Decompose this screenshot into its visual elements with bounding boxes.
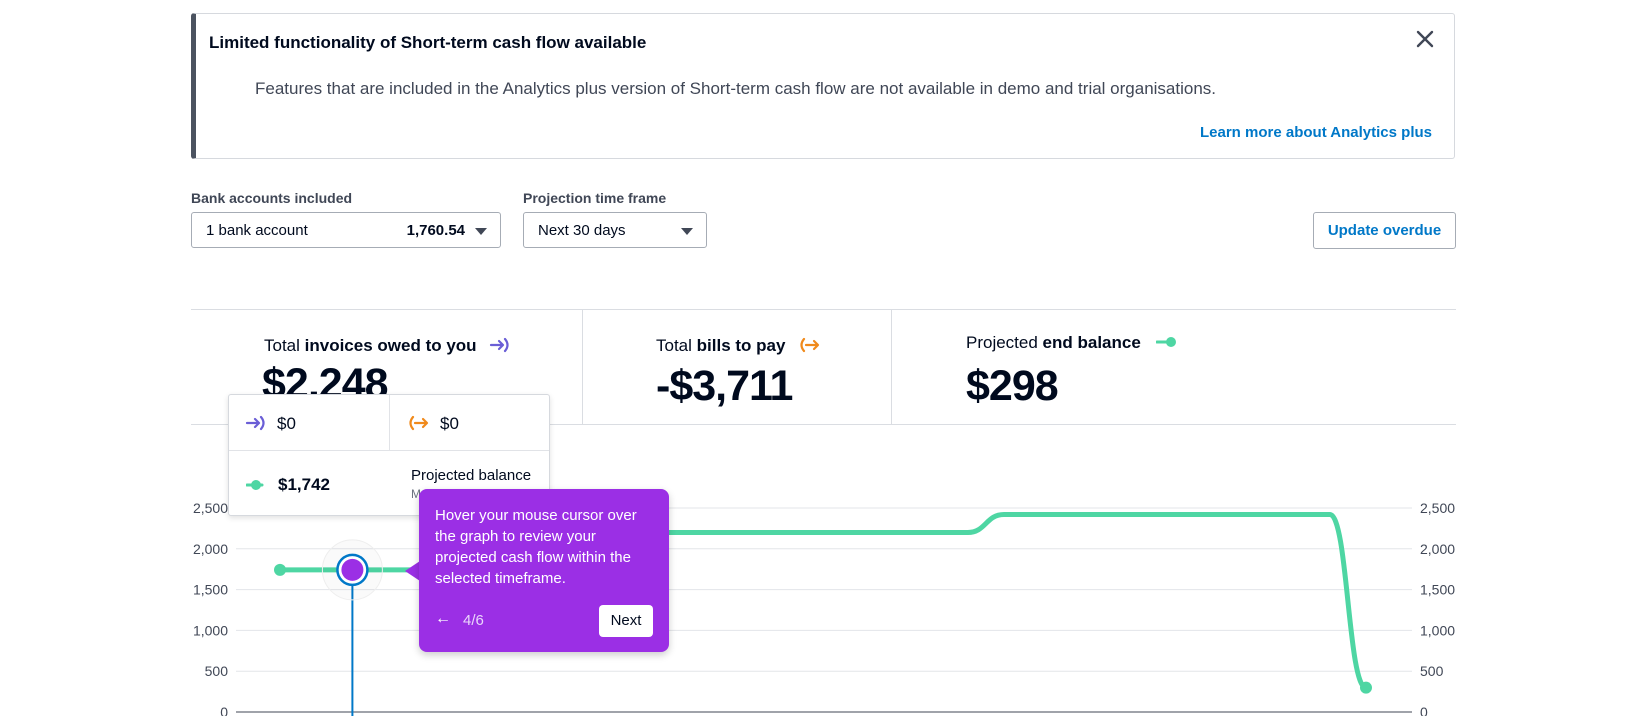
series-start-point[interactable]	[274, 563, 286, 576]
summary-divider-top	[191, 309, 1456, 310]
y-tick-label-right: 500	[1420, 663, 1444, 679]
bank-accounts-select[interactable]: 1 bank account 1,760.54	[191, 212, 501, 248]
projection-timeframe-value: Next 30 days	[538, 222, 626, 239]
hover-halo	[321, 539, 383, 601]
incoming-arrow-icon	[245, 415, 265, 431]
end-balance-label: Projected end balance	[966, 333, 1178, 353]
tour-text: Hover your mouse cursor over the graph t…	[435, 507, 637, 587]
y-tick-label-left: 1,000	[193, 622, 228, 638]
y-tick-label-left: 1,500	[193, 582, 228, 598]
y-tick-label-right: 2,000	[1420, 541, 1455, 557]
projection-timeframe-select[interactable]: Next 30 days	[523, 212, 707, 248]
y-tick-label-left: 0	[220, 704, 228, 716]
bank-accounts-value: 1 bank account	[206, 222, 308, 239]
back-arrow-icon[interactable]: ←	[435, 610, 451, 627]
y-tick-label-left: 500	[205, 663, 229, 679]
hover-divider	[389, 395, 390, 450]
invoices-label: Total invoices owed to you	[264, 336, 511, 356]
banner-body: Features that are included in the Analyt…	[255, 79, 1217, 98]
close-icon[interactable]	[1414, 28, 1436, 50]
functionality-banner: Limited functionality of Short-term cash…	[191, 13, 1455, 159]
tour-next-button[interactable]: Next	[599, 605, 653, 637]
hover-balance-label: Projected balance	[411, 467, 532, 484]
balance-line-icon	[1155, 337, 1176, 347]
end-balance-label-strong: end balance	[1042, 333, 1141, 352]
chevron-down-icon	[475, 228, 487, 235]
invoices-label-prefix: Total	[264, 336, 305, 355]
summary-divider-bottom	[191, 424, 1456, 425]
incoming-arrow-icon	[490, 337, 509, 353]
bills-label-strong: bills to pay	[696, 336, 786, 355]
hover-outgoing-value: $0	[440, 414, 459, 433]
bills-label-prefix: Total	[656, 336, 697, 355]
bank-accounts-amount: 1,760.54	[406, 222, 465, 239]
y-tick-label-right: 0	[1420, 704, 1428, 716]
update-overdue-button[interactable]: Update overdue	[1313, 212, 1456, 249]
hover-marker-dot[interactable]	[341, 558, 364, 581]
balance-line-icon	[246, 480, 264, 490]
banner-title: Limited functionality of Short-term cash…	[209, 33, 647, 52]
bills-label: Total bills to pay	[656, 336, 820, 356]
y-tick-label-right: 1,000	[1420, 622, 1455, 638]
y-tick-label-right: 1,500	[1420, 582, 1455, 598]
learn-more-link[interactable]: Learn more about Analytics plus	[1200, 124, 1432, 141]
y-tick-label-left: 2,500	[193, 500, 228, 516]
tour-popover: Hover your mouse cursor over the graph t…	[419, 489, 669, 652]
tour-pointer	[405, 561, 420, 581]
chevron-down-icon	[681, 228, 693, 235]
end-balance-total: $298	[966, 362, 1059, 410]
tour-step-counter: 4/6	[463, 612, 484, 629]
hover-divider	[229, 450, 549, 451]
outgoing-arrow-icon	[409, 415, 429, 431]
bank-accounts-label: Bank accounts included	[191, 190, 353, 206]
outgoing-arrow-icon	[800, 337, 820, 353]
end-balance-label-prefix: Projected	[966, 333, 1043, 352]
projection-timeframe-label: Projection time frame	[523, 190, 667, 206]
hover-incoming-value: $0	[277, 414, 296, 433]
summary-divider	[891, 310, 892, 425]
bills-total: -$3,711	[656, 362, 793, 410]
summary-divider	[582, 310, 583, 425]
series-end-point[interactable]	[1360, 681, 1372, 694]
hover-balance-value: $1,742	[278, 475, 330, 494]
y-tick-label-right: 2,500	[1420, 500, 1455, 516]
invoices-label-strong: invoices owed to you	[304, 336, 477, 355]
y-tick-label-left: 2,000	[193, 541, 228, 557]
